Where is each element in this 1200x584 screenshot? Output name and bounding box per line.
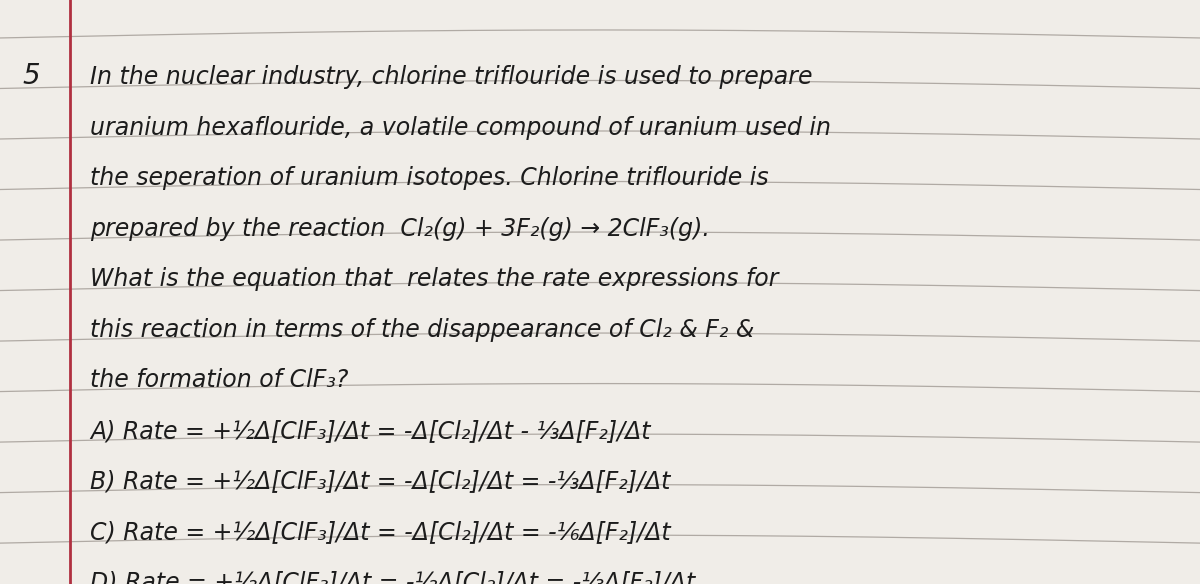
Text: this reaction in terms of the disappearance of Cl₂ & F₂ &: this reaction in terms of the disappeara… bbox=[90, 318, 755, 342]
Text: A) Rate = +½Δ[ClF₃]/Δt = -Δ[Cl₂]/Δt - ⅓Δ[F₂]/Δt: A) Rate = +½Δ[ClF₃]/Δt = -Δ[Cl₂]/Δt - ⅓Δ… bbox=[90, 419, 650, 443]
Text: What is the equation that  relates the rate expressions for: What is the equation that relates the ra… bbox=[90, 267, 779, 291]
Text: the formation of ClF₃?: the formation of ClF₃? bbox=[90, 369, 348, 392]
Text: D) Rate = +½Δ[ClF₃]/Δt = -½Δ[Cl₂]/Δt = -⅓Δ[F₂]/Δt: D) Rate = +½Δ[ClF₃]/Δt = -½Δ[Cl₂]/Δt = -… bbox=[90, 571, 695, 584]
Text: B) Rate = +½Δ[ClF₃]/Δt = -Δ[Cl₂]/Δt = -⅓Δ[F₂]/Δt: B) Rate = +½Δ[ClF₃]/Δt = -Δ[Cl₂]/Δt = -⅓… bbox=[90, 470, 671, 493]
Text: C) Rate = +½Δ[ClF₃]/Δt = -Δ[Cl₂]/Δt = -⅙Δ[F₂]/Δt: C) Rate = +½Δ[ClF₃]/Δt = -Δ[Cl₂]/Δt = -⅙… bbox=[90, 520, 671, 544]
Text: In the nuclear industry, chlorine triflouride is used to prepare: In the nuclear industry, chlorine triflo… bbox=[90, 65, 812, 89]
Text: the seperation of uranium isotopes. Chlorine triflouride is: the seperation of uranium isotopes. Chlo… bbox=[90, 166, 769, 190]
Text: uranium hexaflouride, a volatile compound of uranium used in: uranium hexaflouride, a volatile compoun… bbox=[90, 116, 830, 140]
Text: prepared by the reaction  Cl₂(g) + 3F₂(g) → 2ClF₃(g).: prepared by the reaction Cl₂(g) + 3F₂(g)… bbox=[90, 217, 710, 241]
Text: 5: 5 bbox=[23, 62, 40, 90]
